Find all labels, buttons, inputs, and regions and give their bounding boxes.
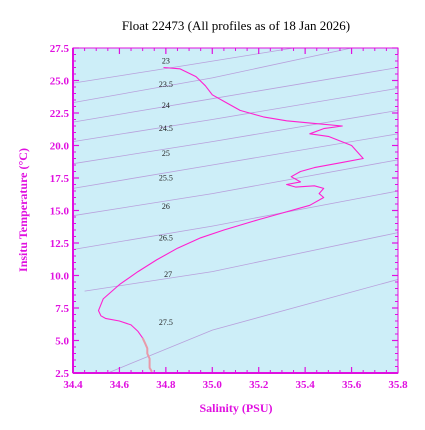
y-tick-label: 5.0 — [55, 336, 69, 348]
x-axis-label: Salinity (PSU) — [199, 401, 272, 415]
y-tick-label: 27.5 — [50, 43, 70, 55]
y-tick-label: 17.5 — [50, 173, 70, 185]
density-contour-label-1: 23.5 — [159, 80, 173, 89]
density-contour-3 — [73, 87, 398, 142]
density-contour-label-8: 27 — [164, 270, 172, 279]
density-contour-8 — [84, 232, 398, 292]
profile-lines — [97, 66, 364, 373]
profile-series-1 — [141, 337, 153, 373]
x-tick-label: 35.4 — [296, 379, 316, 391]
density-contours: 23 23.5 24 24.5 25 25.5 26 26.5 27 27.5 — [73, 48, 398, 373]
profile-series-0 — [97, 66, 364, 339]
density-contour-label-6: 26 — [162, 202, 170, 211]
y-tick-label: 20.0 — [50, 141, 70, 153]
axes: 34.4 34.6 34.8 35.0 35.2 35.4 35.6 35.8 2.5 5.0 7.… — [50, 43, 408, 391]
y-tick-label: 10.0 — [50, 271, 70, 283]
density-contour-6 — [73, 159, 398, 217]
density-contour-label-2: 24 — [162, 101, 170, 110]
density-contour-4 — [73, 110, 398, 165]
density-contour-label-5: 25.5 — [159, 174, 173, 183]
density-contour-label-3: 24.5 — [159, 124, 173, 133]
x-tick-label: 34.8 — [156, 379, 176, 391]
y-axis-label: Insitu Temperature (°C) — [16, 148, 30, 272]
x-tick-label: 34.4 — [63, 379, 83, 391]
y-tick-label: 15.0 — [50, 206, 70, 218]
density-contour-1 — [73, 48, 352, 103]
y-tick-label: 22.5 — [50, 108, 70, 120]
density-contour-2 — [73, 67, 398, 123]
x-tick-label: 35.8 — [388, 379, 408, 391]
chart-title: Float 22473 (All profiles as of 18 Jan 2… — [122, 18, 350, 33]
x-tick-label: 34.6 — [110, 379, 130, 391]
x-tick-label: 35.0 — [203, 379, 223, 391]
x-tick-label: 35.6 — [342, 379, 362, 391]
y-tick-label: 7.5 — [55, 303, 69, 315]
plot-area — [73, 48, 398, 373]
density-contour-label-4: 25 — [162, 149, 170, 158]
density-contour-9 — [107, 279, 398, 373]
y-tick-label: 2.5 — [55, 368, 69, 380]
density-contour-label-9: 27.5 — [159, 318, 173, 327]
y-tick-label: 12.5 — [50, 238, 70, 250]
y-tick-label: 25.0 — [50, 76, 70, 88]
density-contour-5 — [73, 133, 398, 189]
density-contour-label-0: 23 — [162, 57, 170, 66]
density-contour-label-7: 26.5 — [159, 233, 173, 242]
density-contour-7 — [73, 190, 398, 250]
x-tick-label: 35.2 — [249, 379, 269, 391]
